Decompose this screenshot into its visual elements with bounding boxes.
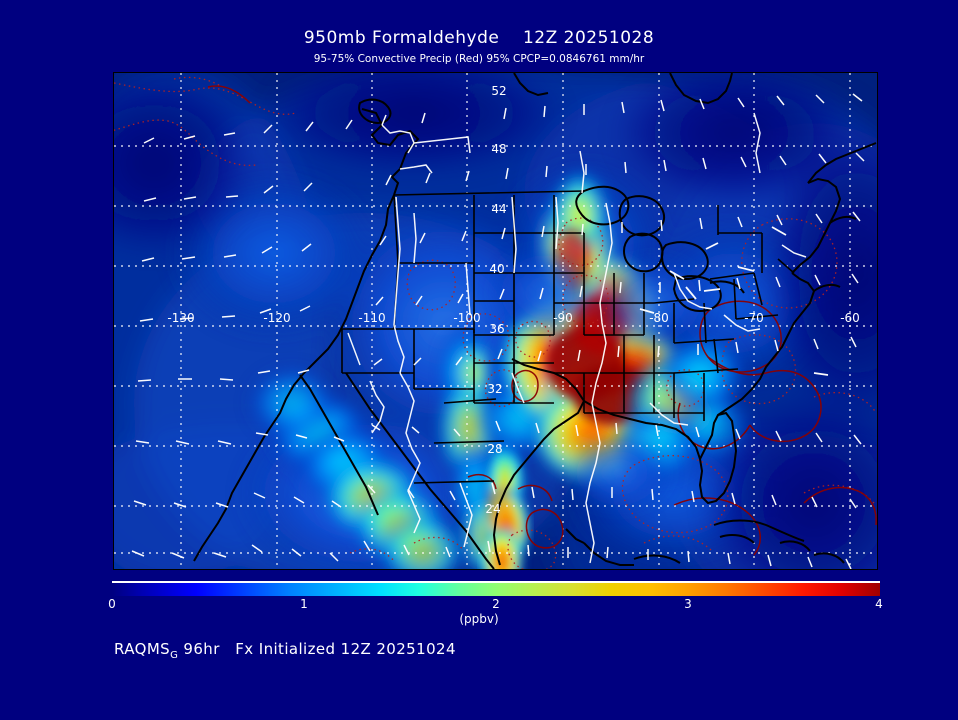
lon-label: -100 [453, 311, 480, 325]
model-subscript: G [170, 650, 179, 661]
colorbar-tick: 3 [684, 597, 692, 611]
colorbar-tick: 1 [300, 597, 308, 611]
figure-title: 950mb Formaldehyde 12Z 20251028 [303, 28, 655, 48]
lat-label: 24 [485, 502, 500, 516]
colorbar-tick: 4 [875, 597, 883, 611]
lon-tick-labels: -130 -120 -110 -100 -90 -80 -70 -60 [167, 311, 859, 325]
colorbar-unit-label: (ppbv) [459, 612, 499, 626]
lat-label: 48 [491, 142, 506, 156]
map-plot-area: -130 -120 -110 -100 -90 -80 -70 -60 52 4… [113, 72, 878, 570]
convective-precip-95-contour [207, 85, 877, 556]
lat-tick-labels: 52 48 44 40 36 32 28 24 [485, 84, 506, 516]
lat-label: 32 [487, 382, 502, 396]
lat-label: 40 [489, 262, 504, 276]
colorbar-tick: 0 [108, 597, 116, 611]
model-run-details: 96hr Fx Initialized 12Z 20251024 [178, 640, 456, 658]
lon-label: -90 [553, 311, 573, 325]
wind-vectors [131, 93, 865, 569]
lon-label: -110 [358, 311, 385, 325]
colorbar-tick: 2 [492, 597, 500, 611]
lat-label: 36 [489, 322, 504, 336]
coastlines [193, 73, 877, 569]
model-run-caption: RAQMSG 96hr Fx Initialized 12Z 20251024 [114, 640, 456, 661]
figure-subtitle: 95-75% Convective Precip (Red) 95% CPCP=… [313, 53, 645, 65]
state-borders [347, 112, 807, 564]
formaldehyde-concentration-field [114, 73, 877, 569]
lat-label: 28 [487, 442, 502, 456]
lon-label: -120 [263, 311, 290, 325]
lat-label: 44 [491, 202, 506, 216]
lon-label: -80 [649, 311, 669, 325]
colorbar [112, 581, 880, 596]
lon-label: -70 [744, 311, 764, 325]
model-name: RAQMS [114, 640, 171, 658]
lat-label: 52 [491, 84, 506, 98]
lon-label: -130 [167, 311, 194, 325]
lat-lon-grid [114, 73, 877, 569]
lon-label: -60 [840, 311, 860, 325]
